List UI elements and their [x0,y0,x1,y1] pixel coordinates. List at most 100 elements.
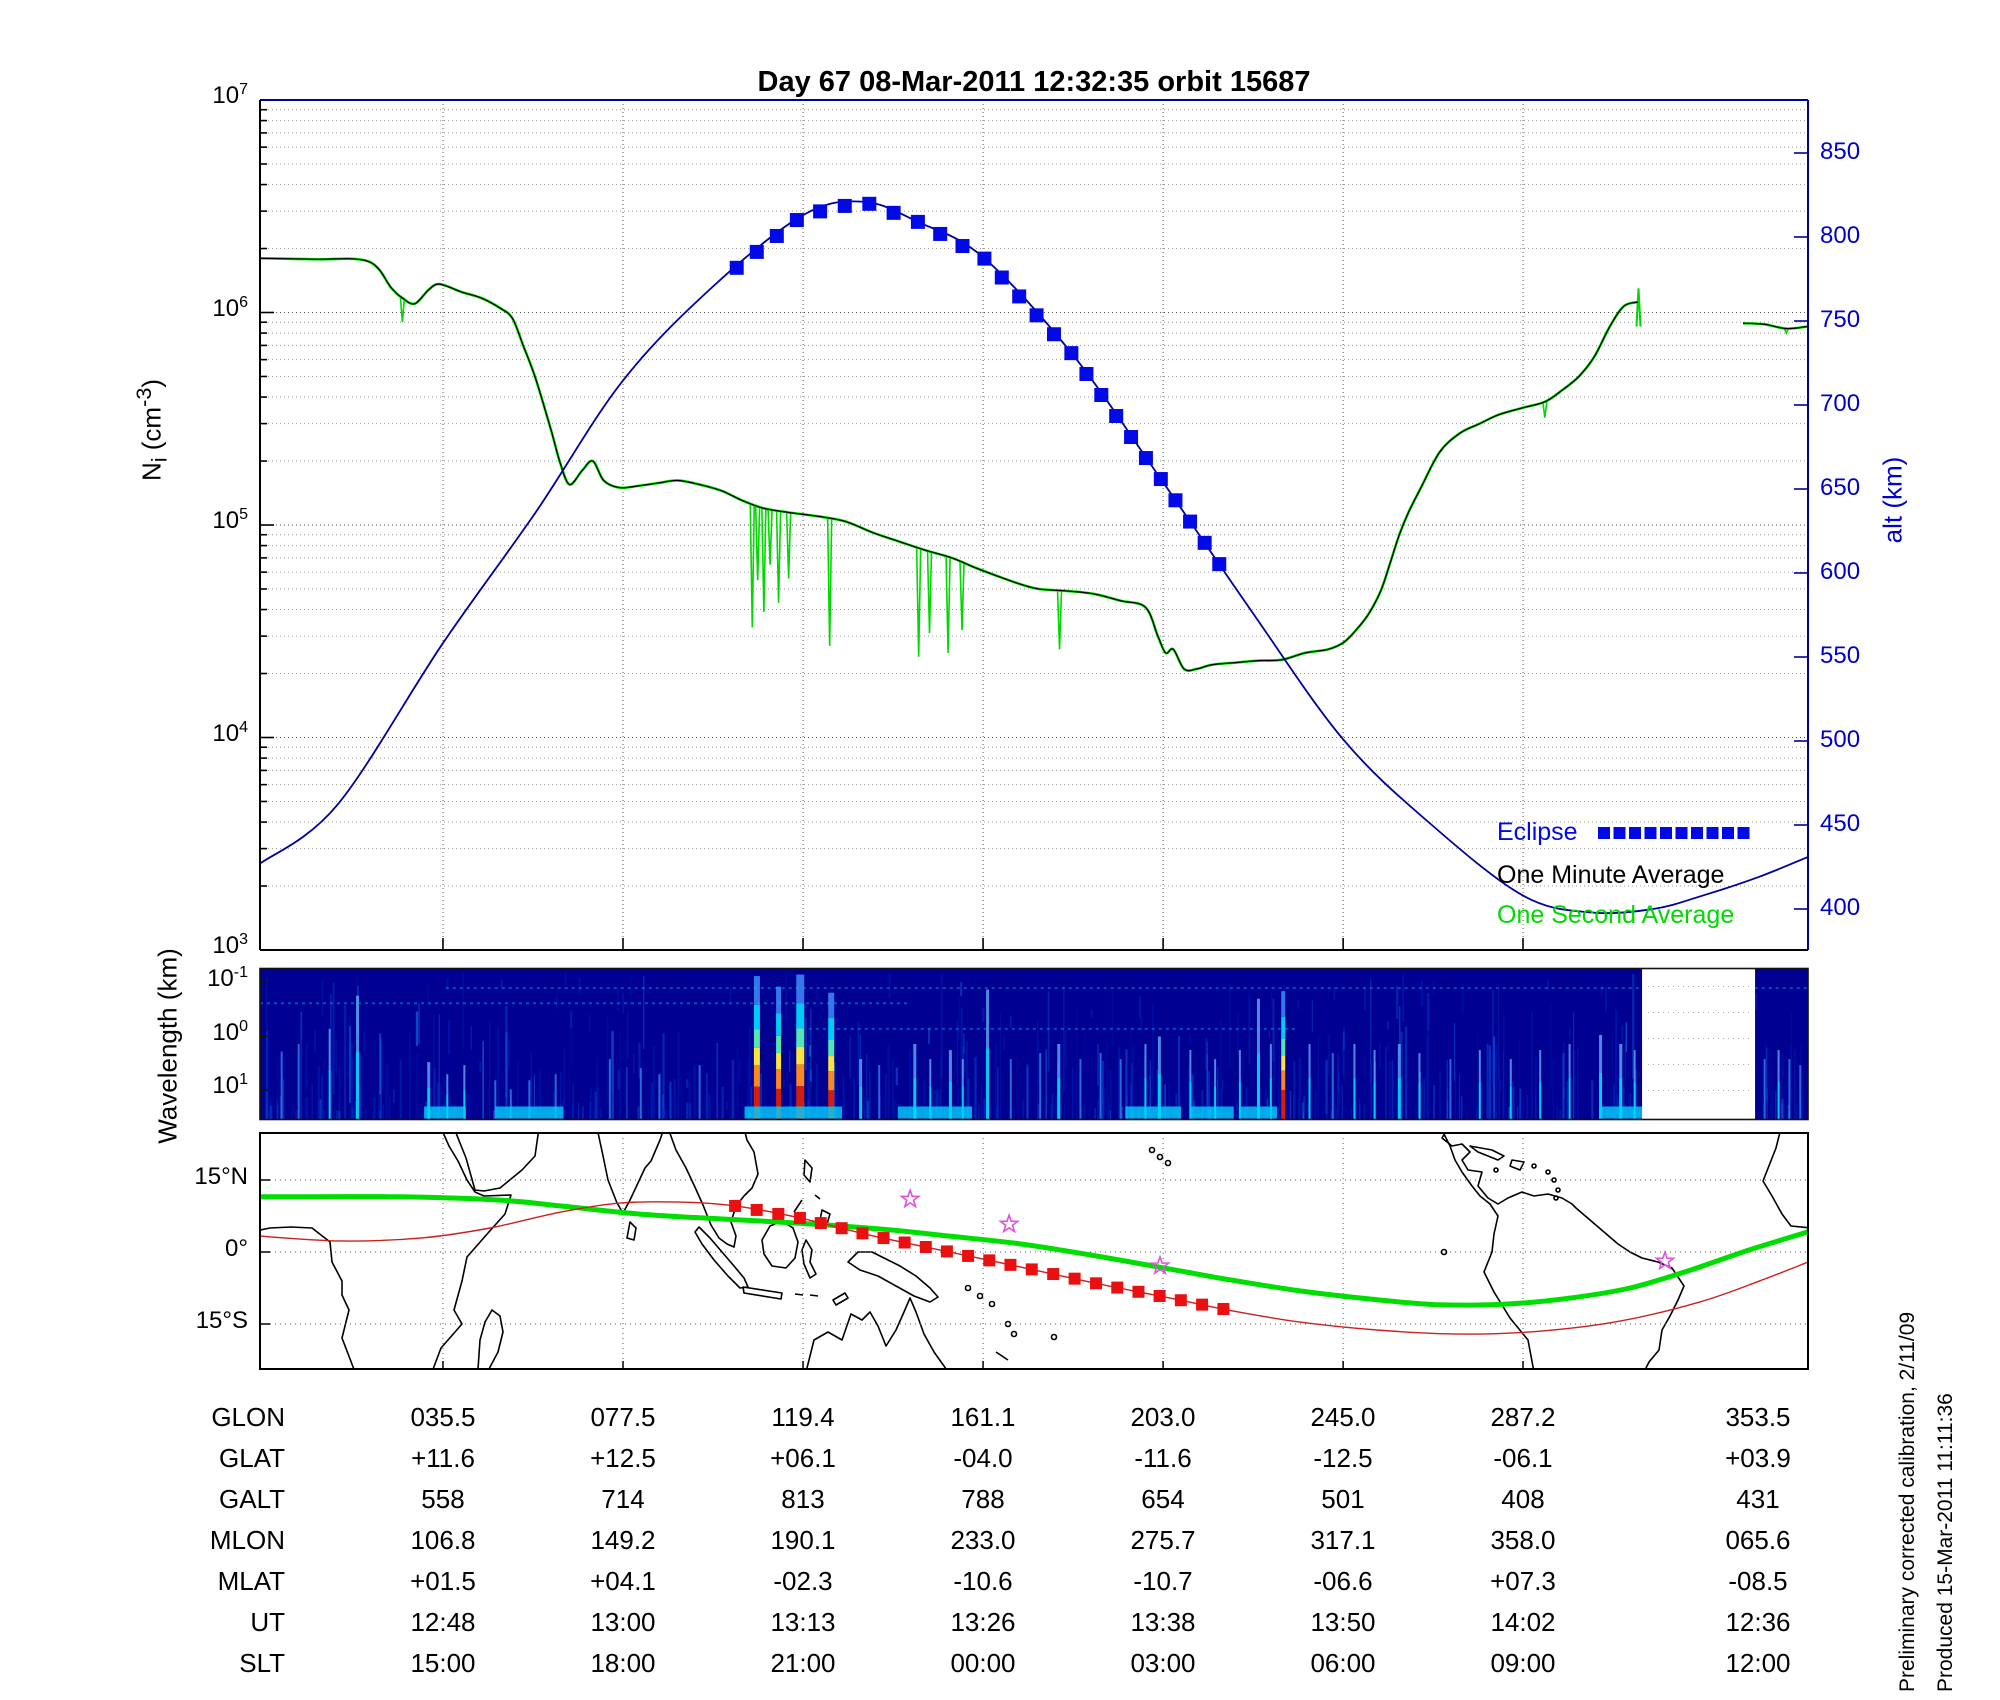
feature-cyan [1157,1073,1161,1120]
map-overlays [259,1132,1809,1370]
one-second-spike [1542,401,1548,418]
bottom-strip [495,1106,564,1119]
map-border [259,1132,1809,1370]
feature-cyan-top [427,1062,431,1088]
feature-hot-band [753,1004,760,1030]
feature-cyan [1418,1082,1421,1120]
legend-one-minute: One Minute Average [1497,861,1724,890]
axis-ticks [260,99,1524,951]
table-row-label-ut: UT [250,1607,285,1637]
alt-tick-label: 450 [1820,810,1861,837]
track-red [261,1201,1807,1335]
map-eclipse-dash [856,1227,869,1240]
feature-cyan-top [446,1074,449,1095]
ylabel-ni-pre: N [136,462,167,482]
spectrogram-background [260,968,1808,1120]
table-cell: 00:00 [950,1648,1016,1678]
table-cell: 09:00 [1490,1648,1556,1678]
eclipse-dash [729,260,744,275]
coast-indochina [669,1134,759,1248]
feature-cyan-top [356,995,360,1052]
map-eclipse-dash [1196,1298,1209,1311]
eclipse-dash [994,270,1009,285]
wavelength-tick-label: 10-1 [207,964,248,992]
coast-wafrica [1762,1134,1807,1229]
bottom-strip [744,1106,843,1119]
feature-hot-band [753,1064,760,1087]
eclipse-dash [933,226,948,241]
feature-hot-band [753,1029,760,1048]
one-second-spike [749,504,756,628]
table-row-label-glon: GLON [211,1402,285,1432]
feature-cyan-top [929,1059,932,1087]
ground-track-green [261,1194,1807,1308]
ylabel-ni-sup: -3 [130,387,156,407]
map-eclipse-dash [729,1199,742,1212]
table-cell: 106.8 [410,1525,476,1555]
table-cell: +01.5 [410,1566,476,1596]
map-eclipse-dash [919,1240,932,1253]
eclipse-dash [886,205,901,220]
table-cell: 149.2 [590,1525,656,1555]
feature-hot-band [796,1003,805,1029]
eclipse-dash [862,196,877,211]
table-cell: -10.7 [1133,1566,1193,1596]
page-title: Day 67 08-Mar-2011 12:32:35 orbit 15687 [757,66,1311,98]
table-row-label-mlon: MLON [209,1525,285,1555]
feature-cyan-top [948,1050,952,1082]
feature-cyan [1509,1086,1512,1120]
data-gap-band [1642,969,1756,1119]
eclipse-dash [1183,514,1198,529]
legend-dash [1691,827,1703,839]
feature-cyan-top [1057,1044,1061,1078]
table-cell: +07.3 [1490,1566,1556,1596]
feature-cyan [328,1069,331,1120]
eclipse-dash [910,214,925,229]
feature-blue [1039,1053,1042,1120]
map-eclipse-dash [1025,1263,1038,1276]
coast-caribbean [1469,1145,1525,1171]
ni-tick-label: 104 [212,718,248,747]
feature-hot-band [1281,1016,1286,1039]
feature-blue [1331,1053,1334,1120]
table-cell: 13:13 [770,1607,836,1637]
feature-blue [1763,1059,1766,1120]
one-second-spike [1056,590,1063,650]
feature-cyan-top [1238,1050,1241,1082]
feature-cyan [1214,1086,1217,1120]
table-cell: 119.4 [771,1402,835,1432]
legend-eclipse-dashes [1598,827,1750,839]
eclipse-dash [1029,308,1044,323]
feature-blue [658,1074,661,1120]
feature-hot-band [776,1088,782,1120]
table-cell: 161.1 [950,1402,1016,1432]
feature-hot-band [1281,1055,1286,1071]
map-eclipse-dash [1004,1258,1017,1271]
feature-cyan-top [1269,1044,1272,1078]
eclipse-dash [1197,535,1212,550]
feature-hot-band [776,1013,782,1036]
feature-cyan-top [1539,1050,1542,1082]
lat-tick-label: 15°N [194,1163,248,1190]
feature-cyan-top [1619,1044,1623,1078]
table-cell: 15:00 [410,1648,476,1678]
lat-tick-label: 0° [225,1235,248,1262]
coast-arabia [455,1134,539,1192]
feature-blue [1788,1059,1791,1120]
feature-hot-band [776,1035,782,1054]
table-cell: 03:00 [1130,1648,1196,1678]
table-cell: 06:00 [1310,1648,1376,1678]
eclipse-dash [1109,409,1124,424]
feature-hot-band [1281,1070,1286,1090]
ylabel-ni-mid: (cm [136,406,167,458]
table-cell: +11.6 [411,1443,475,1473]
map-eclipse-dash [1068,1272,1081,1285]
map-eclipse-dash [962,1249,975,1262]
feature-hot-band [828,1090,835,1120]
one-second-spike [1783,328,1790,336]
table-cell: -04.0 [953,1443,1013,1473]
eclipse-dash [977,251,992,266]
map-eclipse-dash [750,1203,763,1216]
legend-dash [1737,827,1750,839]
